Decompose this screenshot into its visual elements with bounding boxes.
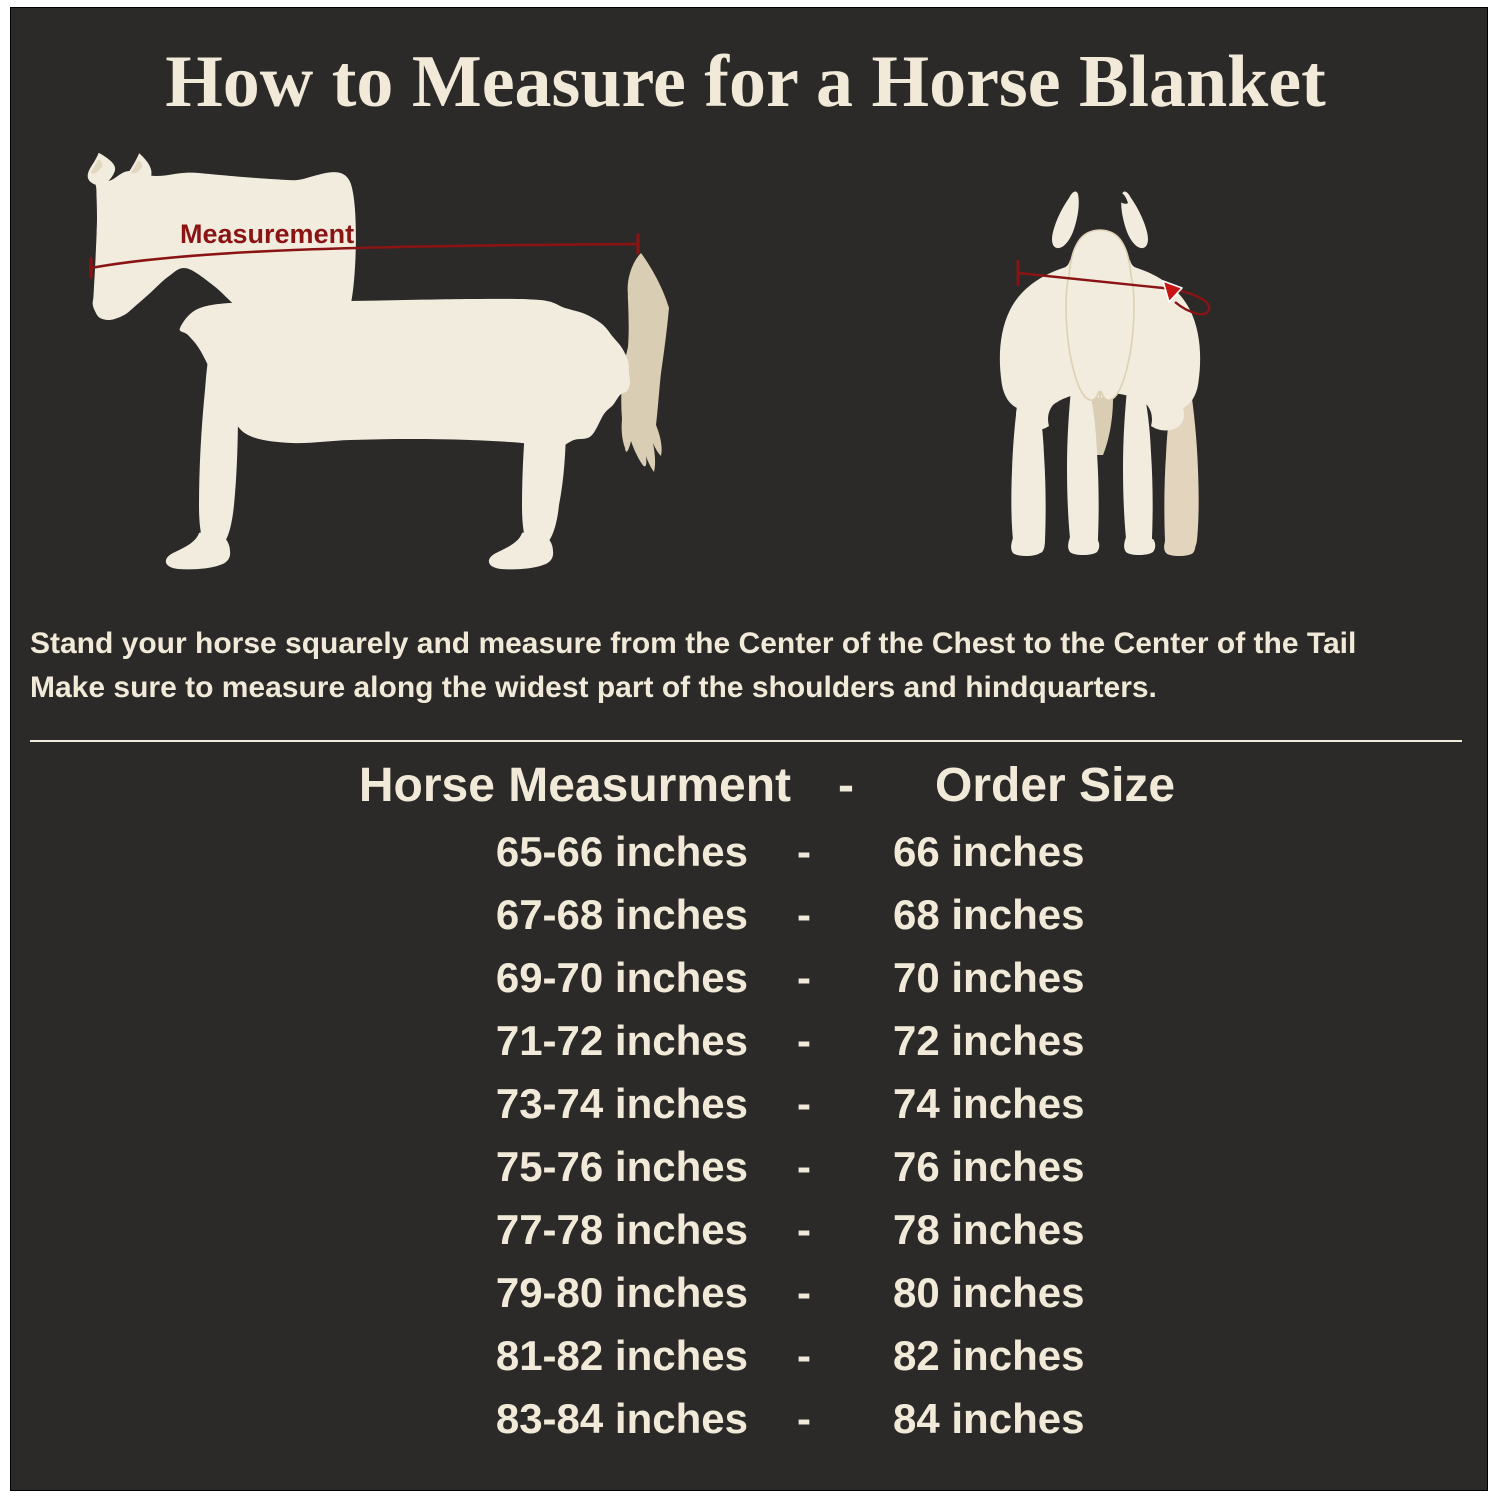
svg-text:Measurement: Measurement xyxy=(180,219,354,249)
